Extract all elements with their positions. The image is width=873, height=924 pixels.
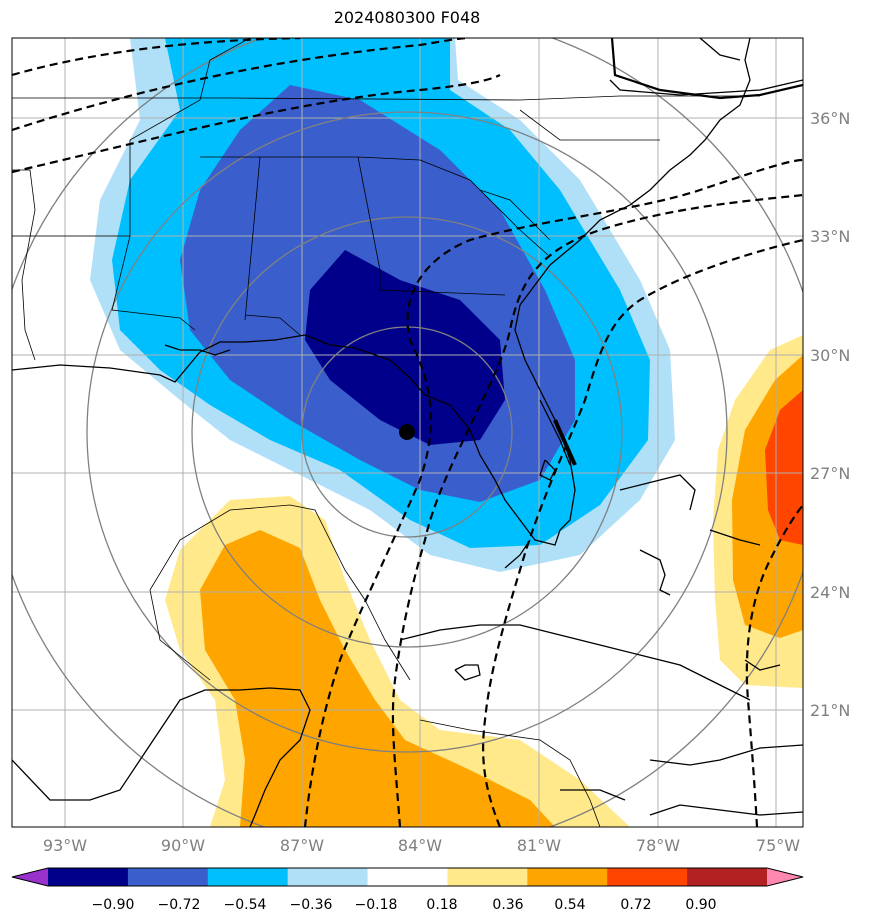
colorbar-tick-label: 0.36 <box>492 897 523 913</box>
colorbar-tick-label: −0.90 <box>92 897 135 913</box>
thick-boundary <box>610 38 803 100</box>
colorbar-tick-labels: −0.90 −0.72 −0.54 −0.36 −0.18 0.18 0.36 … <box>92 897 717 913</box>
lon-label: 93°W <box>43 836 87 855</box>
lon-label: 81°W <box>517 836 561 855</box>
latitude-labels: 36°N 33°N 30°N 27°N 24°N 21°N <box>810 109 850 720</box>
colorbar-segment <box>527 868 608 886</box>
colorbar-extend-low <box>12 868 48 886</box>
colorbar-segment <box>687 868 768 886</box>
lon-label: 87°W <box>280 836 324 855</box>
colorbar-tick-label: 0.72 <box>620 897 651 913</box>
lat-label: 21°N <box>810 701 850 720</box>
anomaly-fill-navy <box>305 250 505 445</box>
east-coast-bar <box>553 419 577 466</box>
lon-label: 78°W <box>636 836 680 855</box>
dashed-contours <box>12 38 803 827</box>
colorbar-tick-label: −0.54 <box>224 897 267 913</box>
colorbar-segment <box>447 868 528 886</box>
map-area <box>12 38 803 827</box>
colorbar-segment <box>607 868 688 886</box>
colorbar-tick-label: 0.90 <box>685 897 716 913</box>
anomaly-fill-orange-gulf <box>200 530 555 827</box>
colorbar-segment <box>287 868 369 886</box>
state-boundaries <box>12 38 760 827</box>
colorbar-segment <box>367 868 448 886</box>
lat-label: 27°N <box>810 464 850 483</box>
lon-label: 90°W <box>161 836 205 855</box>
colorbar-segment <box>48 868 129 886</box>
map-title: 2024080300 F048 <box>333 8 481 27</box>
colorbar-tick-label: −0.18 <box>355 897 398 913</box>
lat-label: 33°N <box>810 227 850 246</box>
colorbar-tick-label: −0.72 <box>158 897 201 913</box>
map-frame <box>11 37 804 828</box>
colorbar <box>11 867 804 887</box>
colorbar-tick-label: 0.18 <box>426 897 457 913</box>
lat-label: 36°N <box>810 109 850 128</box>
colorbar-tick-label: 0.54 <box>554 897 585 913</box>
lat-label: 24°N <box>810 583 850 602</box>
colorbar-tick-label: −0.36 <box>290 897 333 913</box>
lon-label: 84°W <box>398 836 442 855</box>
colorbar-outline <box>11 867 804 887</box>
anomaly-fill-red-atlantic <box>765 390 803 545</box>
colorbar-segment <box>127 868 209 886</box>
lat-label: 30°N <box>810 346 850 365</box>
colorbar-segment <box>207 868 289 886</box>
center-marker <box>399 424 415 440</box>
coastlines <box>12 38 803 827</box>
colorbar-extend-high <box>767 868 803 886</box>
lon-label: 75°W <box>756 836 800 855</box>
longitude-labels: 93°W 90°W 87°W 84°W 81°W 78°W 75°W <box>43 836 800 855</box>
